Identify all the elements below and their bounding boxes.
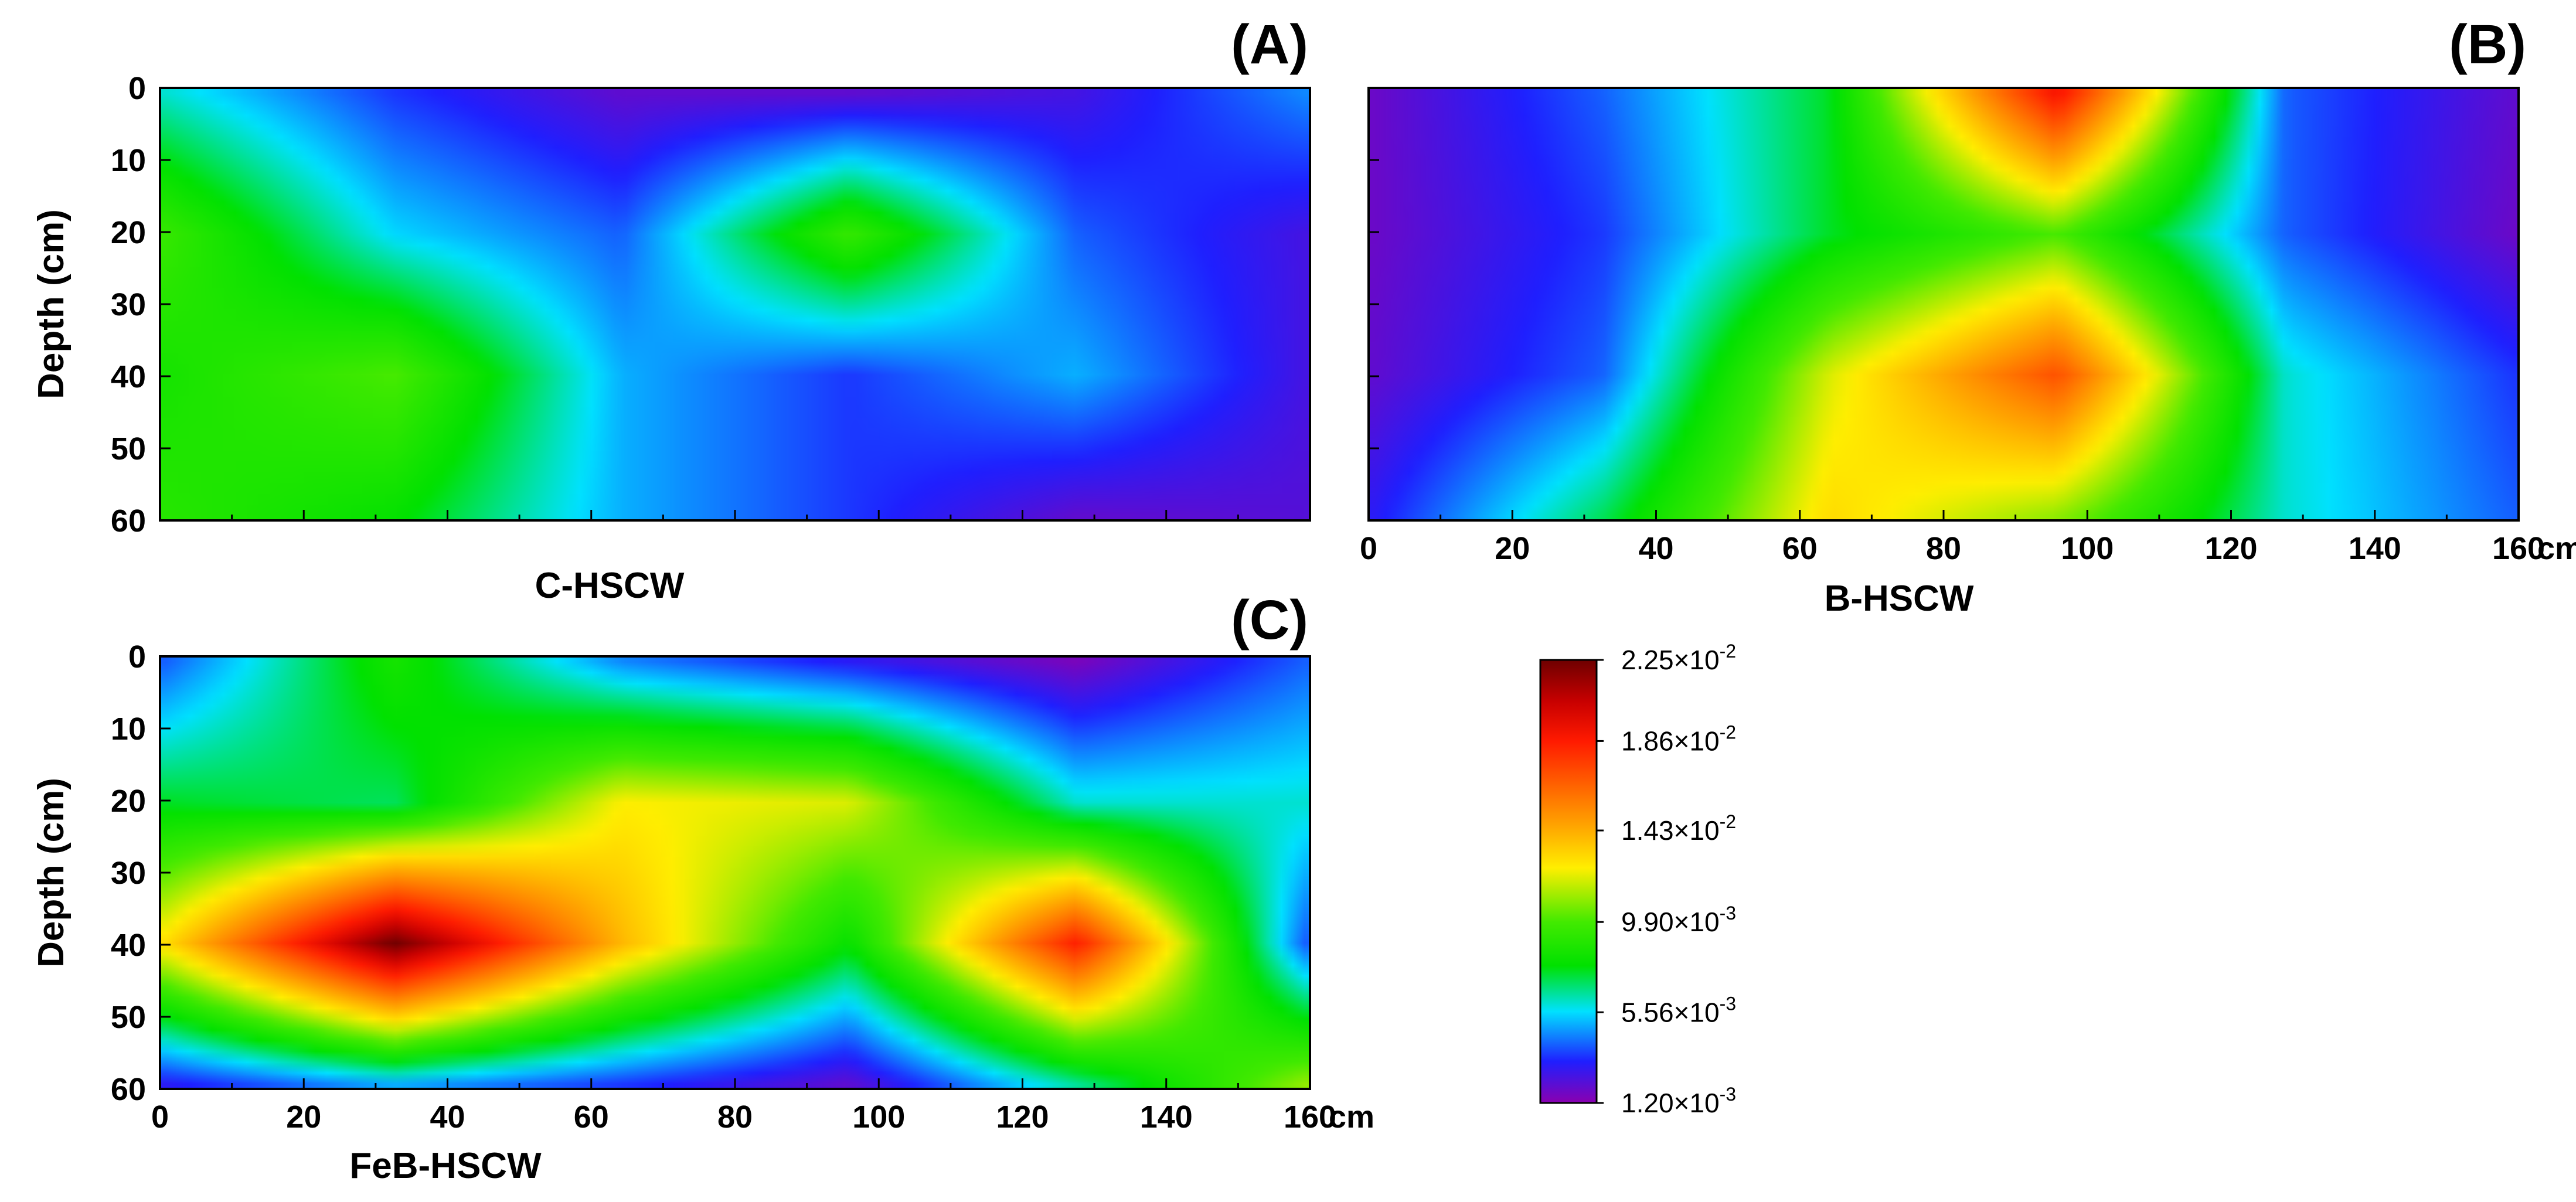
colorbar-tick-label: 5.56×10-3: [1621, 993, 1736, 1027]
y-tick-label: 0: [128, 639, 146, 675]
colorbar-tick-label: 1.43×10-2: [1621, 811, 1736, 846]
colorbar-labels: 2.25×10-2 1.86×10-2 1.43×10-2 9.90×10-3 5.56…: [1597, 641, 1736, 1118]
heatmap-field-c: [160, 656, 1310, 1089]
x-tick-label: 20: [1495, 531, 1530, 566]
panel-a-x-label: C-HSCW: [535, 566, 685, 606]
panel-b-label: (B): [2449, 13, 2526, 76]
y-tick-label: 60: [111, 1072, 146, 1107]
panel-b-y-axis: [1369, 87, 1379, 522]
x-tick-label: 120: [996, 1099, 1049, 1135]
y-tick-label: 60: [111, 503, 146, 539]
x-tick-label: 80: [1926, 531, 1961, 566]
panel-a-heatmap: [160, 88, 1310, 520]
x-unit-label: cm: [1329, 1099, 1374, 1135]
y-tick-label: 40: [111, 359, 146, 394]
panel-a-y-axis: 0 10 20 30 40 50 60: [111, 71, 171, 539]
panel-a-label: (A): [1231, 13, 1308, 76]
panel-a-y-label: Depth (cm): [31, 209, 72, 399]
colorbar-tick-label: 1.20×10-3: [1621, 1084, 1736, 1118]
y-tick-label: 30: [111, 856, 146, 891]
x-tick-label: 160: [1284, 1099, 1336, 1135]
heatmap-field-b: [1369, 88, 2519, 520]
colorbar-tick-label: 1.86×10-2: [1621, 721, 1736, 756]
y-tick-label: 0: [128, 71, 146, 106]
colorbar-tick-label: 9.90×10-3: [1621, 903, 1736, 937]
panel-c-y-axis: 0 10 20 30 40 50 60: [111, 639, 171, 1107]
y-tick-label: 50: [111, 431, 146, 467]
x-tick-label: 100: [2061, 531, 2114, 566]
x-tick-label: 100: [852, 1099, 905, 1135]
panel-b-x-label: B-HSCW: [1825, 578, 1974, 619]
y-tick-label: 20: [111, 215, 146, 250]
panel-a-x-axis: [159, 510, 1311, 520]
y-tick-label: 50: [111, 1000, 146, 1035]
x-tick-label: 0: [151, 1099, 169, 1135]
y-tick-label: 20: [111, 784, 146, 819]
x-tick-label: 120: [2204, 531, 2257, 566]
heatmap-field-a: [160, 88, 1310, 520]
panel-c-x-label: FeB-HSCW: [349, 1146, 542, 1186]
x-tick-label: 60: [1782, 531, 1818, 566]
panel-c: (C) 0 10 20 30 40 50 60 0 20 40 60 80 100 120 140 160c…: [31, 589, 1374, 1186]
panel-a: (A) 0 10 20 30 40 50 60 Depth (cm) C-HSCW: [31, 13, 1311, 606]
panel-c-label: (C): [1231, 589, 1308, 651]
y-tick-label: 10: [111, 711, 146, 747]
colorbar: 2.25×10-2 1.86×10-2 1.43×10-2 9.90×10-3 5.56…: [1539, 641, 1736, 1118]
colorbar-gradient: [1539, 659, 1598, 1104]
panel-c-y-label: Depth (cm): [31, 778, 72, 968]
x-tick-label: 60: [574, 1099, 609, 1135]
x-tick-label: 0: [1360, 531, 1377, 566]
x-tick-label: 140: [1140, 1099, 1193, 1135]
panel-b-heatmap: [1369, 88, 2519, 520]
y-tick-label: 30: [111, 287, 146, 322]
colorbar-tick-label: 2.25×10-2: [1621, 641, 1736, 675]
x-tick-label: 40: [1638, 531, 1673, 566]
y-tick-label: 10: [111, 143, 146, 178]
y-tick-label: 40: [111, 928, 146, 963]
x-tick-label: 20: [286, 1099, 321, 1135]
x-tick-label: 140: [2349, 531, 2401, 566]
x-tick-label: 40: [430, 1099, 465, 1135]
x-unit-label: cm: [2537, 531, 2576, 566]
x-tick-label: 80: [717, 1099, 753, 1135]
panel-c-heatmap: [160, 656, 1310, 1089]
x-tick-label: 160: [2492, 531, 2545, 566]
